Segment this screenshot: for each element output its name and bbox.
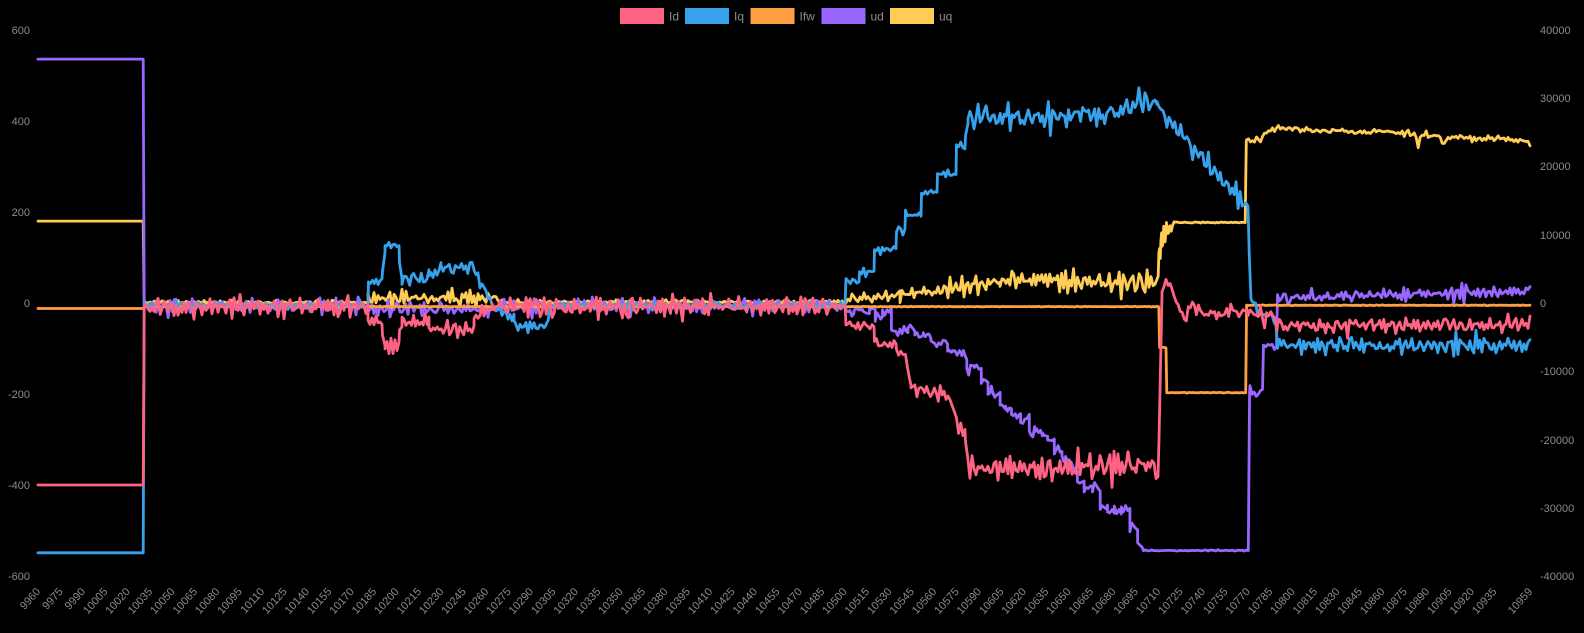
svg-text:Id: Id bbox=[669, 10, 679, 24]
svg-text:40000: 40000 bbox=[1540, 25, 1571, 37]
svg-text:30000: 30000 bbox=[1540, 93, 1571, 105]
svg-text:ud: ud bbox=[871, 10, 884, 24]
svg-text:uq: uq bbox=[939, 10, 952, 24]
svg-text:600: 600 bbox=[12, 25, 30, 37]
svg-text:-200: -200 bbox=[8, 389, 30, 401]
svg-text:-10000: -10000 bbox=[1540, 366, 1574, 378]
svg-text:-40000: -40000 bbox=[1540, 571, 1574, 583]
svg-text:10000: 10000 bbox=[1540, 230, 1571, 242]
svg-text:-30000: -30000 bbox=[1540, 503, 1574, 515]
svg-text:-20000: -20000 bbox=[1540, 435, 1574, 447]
svg-text:Ifw: Ifw bbox=[800, 10, 816, 24]
svg-text:20000: 20000 bbox=[1540, 161, 1571, 173]
svg-text:-400: -400 bbox=[8, 480, 30, 492]
svg-text:-600: -600 bbox=[8, 571, 30, 583]
svg-text:0: 0 bbox=[24, 298, 30, 310]
svg-text:0: 0 bbox=[1540, 298, 1546, 310]
svg-text:400: 400 bbox=[12, 116, 30, 128]
svg-text:Iq: Iq bbox=[734, 10, 744, 24]
svg-text:200: 200 bbox=[12, 207, 30, 219]
